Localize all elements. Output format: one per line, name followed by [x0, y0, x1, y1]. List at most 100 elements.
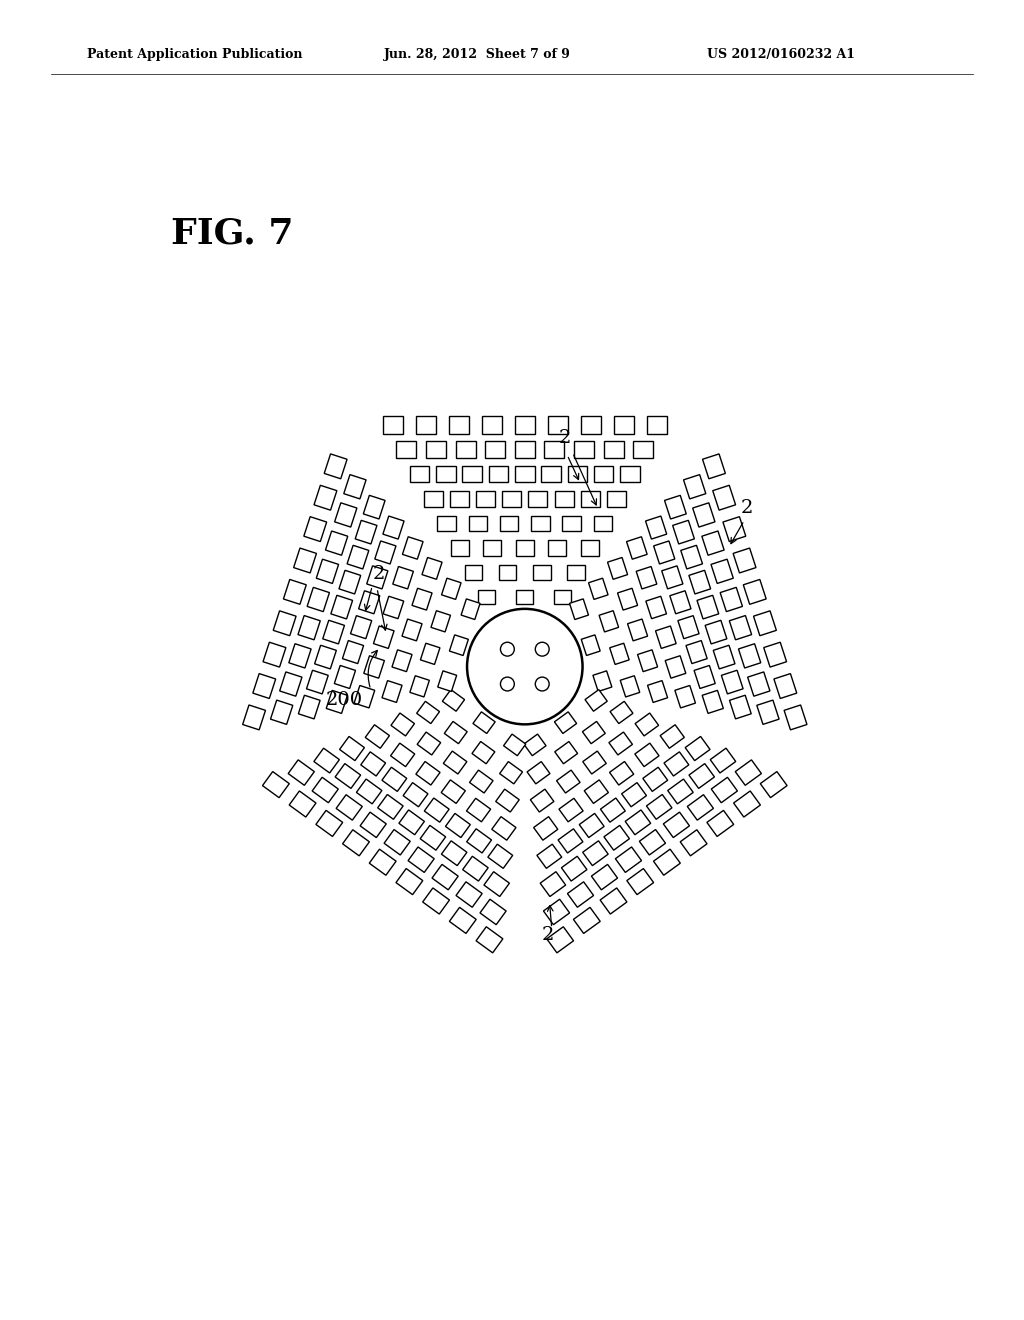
- Bar: [574, 441, 594, 458]
- Bar: [594, 516, 612, 531]
- Bar: [713, 486, 735, 510]
- Bar: [504, 734, 525, 756]
- Bar: [382, 767, 407, 792]
- Bar: [366, 725, 389, 748]
- Bar: [542, 466, 561, 482]
- Bar: [426, 441, 445, 458]
- Bar: [639, 829, 666, 855]
- Bar: [443, 751, 467, 774]
- Bar: [499, 565, 516, 579]
- Bar: [314, 645, 336, 669]
- Bar: [358, 591, 380, 614]
- Bar: [335, 665, 355, 689]
- Bar: [711, 748, 735, 774]
- Bar: [609, 733, 633, 755]
- Bar: [316, 560, 339, 583]
- Bar: [516, 590, 534, 605]
- Bar: [548, 540, 566, 556]
- Bar: [678, 615, 699, 639]
- Bar: [692, 503, 715, 527]
- Bar: [445, 813, 470, 838]
- Bar: [689, 570, 711, 594]
- Bar: [680, 830, 707, 855]
- Bar: [450, 635, 468, 656]
- Bar: [702, 690, 723, 713]
- Bar: [733, 548, 756, 573]
- Bar: [289, 791, 316, 817]
- Bar: [621, 466, 640, 482]
- Bar: [350, 615, 372, 639]
- Bar: [555, 742, 578, 764]
- Bar: [697, 595, 719, 619]
- Bar: [687, 795, 714, 820]
- Bar: [436, 466, 456, 482]
- Bar: [298, 696, 321, 719]
- Bar: [450, 491, 469, 507]
- Bar: [355, 520, 377, 544]
- Bar: [243, 705, 265, 730]
- Bar: [607, 557, 628, 579]
- Bar: [569, 599, 589, 619]
- Bar: [617, 589, 638, 610]
- Bar: [383, 416, 403, 433]
- Bar: [449, 416, 469, 433]
- Bar: [342, 640, 364, 664]
- Bar: [547, 927, 573, 953]
- Bar: [502, 491, 521, 507]
- Bar: [500, 762, 522, 784]
- Bar: [764, 643, 786, 667]
- Text: US 2012/0160232 A1: US 2012/0160232 A1: [707, 48, 855, 61]
- Bar: [412, 589, 432, 610]
- Bar: [437, 671, 457, 692]
- Bar: [344, 475, 366, 499]
- Bar: [480, 899, 506, 925]
- Bar: [270, 700, 293, 725]
- Bar: [263, 643, 286, 667]
- Bar: [694, 665, 715, 689]
- Bar: [580, 813, 604, 838]
- Bar: [633, 441, 653, 458]
- Bar: [622, 783, 646, 807]
- Bar: [488, 466, 508, 482]
- Bar: [589, 578, 608, 599]
- Bar: [554, 711, 577, 734]
- Bar: [609, 762, 634, 785]
- Bar: [416, 416, 436, 433]
- Bar: [465, 565, 482, 579]
- Bar: [760, 772, 787, 797]
- Bar: [417, 701, 439, 723]
- Bar: [647, 681, 668, 702]
- Bar: [585, 689, 607, 711]
- Bar: [626, 810, 650, 834]
- Bar: [556, 770, 580, 793]
- Bar: [374, 626, 394, 648]
- Bar: [384, 829, 411, 855]
- Bar: [469, 516, 487, 531]
- Bar: [635, 713, 658, 737]
- Bar: [720, 587, 742, 611]
- Bar: [668, 779, 693, 804]
- Bar: [253, 673, 275, 698]
- Bar: [729, 615, 752, 640]
- Bar: [712, 777, 737, 803]
- Bar: [721, 671, 743, 694]
- Bar: [442, 689, 465, 711]
- Bar: [673, 520, 694, 544]
- Bar: [456, 441, 475, 458]
- Bar: [492, 817, 516, 841]
- Bar: [470, 770, 494, 793]
- Bar: [280, 672, 302, 696]
- Bar: [420, 825, 445, 850]
- Bar: [583, 841, 608, 866]
- Text: 2: 2: [740, 499, 753, 516]
- Bar: [516, 540, 534, 556]
- Bar: [289, 644, 311, 668]
- Text: 200: 200: [326, 692, 362, 709]
- Bar: [599, 611, 618, 632]
- Bar: [402, 619, 422, 642]
- Bar: [558, 829, 583, 853]
- Bar: [653, 849, 680, 875]
- Bar: [472, 742, 495, 764]
- Bar: [393, 566, 414, 589]
- Bar: [307, 587, 330, 611]
